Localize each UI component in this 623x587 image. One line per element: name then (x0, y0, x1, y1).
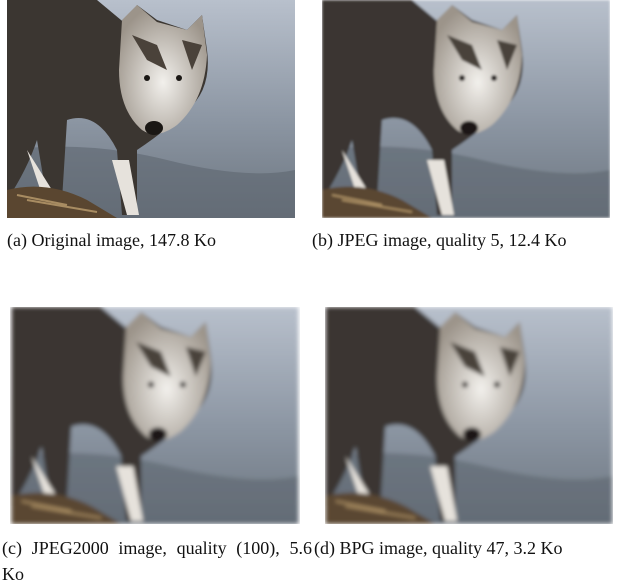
bpg-image (325, 307, 613, 524)
jpeg-image (322, 0, 610, 218)
caption: (b) JPEG image, quality 5, 12.4 Ko (312, 230, 567, 250)
caption: (a) Original image, 147.8 Ko (7, 230, 216, 250)
original-image (7, 0, 295, 218)
caption: (c) JPEG2000 image, quality (100), 5.6 K… (2, 538, 312, 584)
caption: (d) BPG image, quality 47, 3.2 Ko (314, 538, 563, 558)
jpeg2000-image (10, 307, 300, 524)
